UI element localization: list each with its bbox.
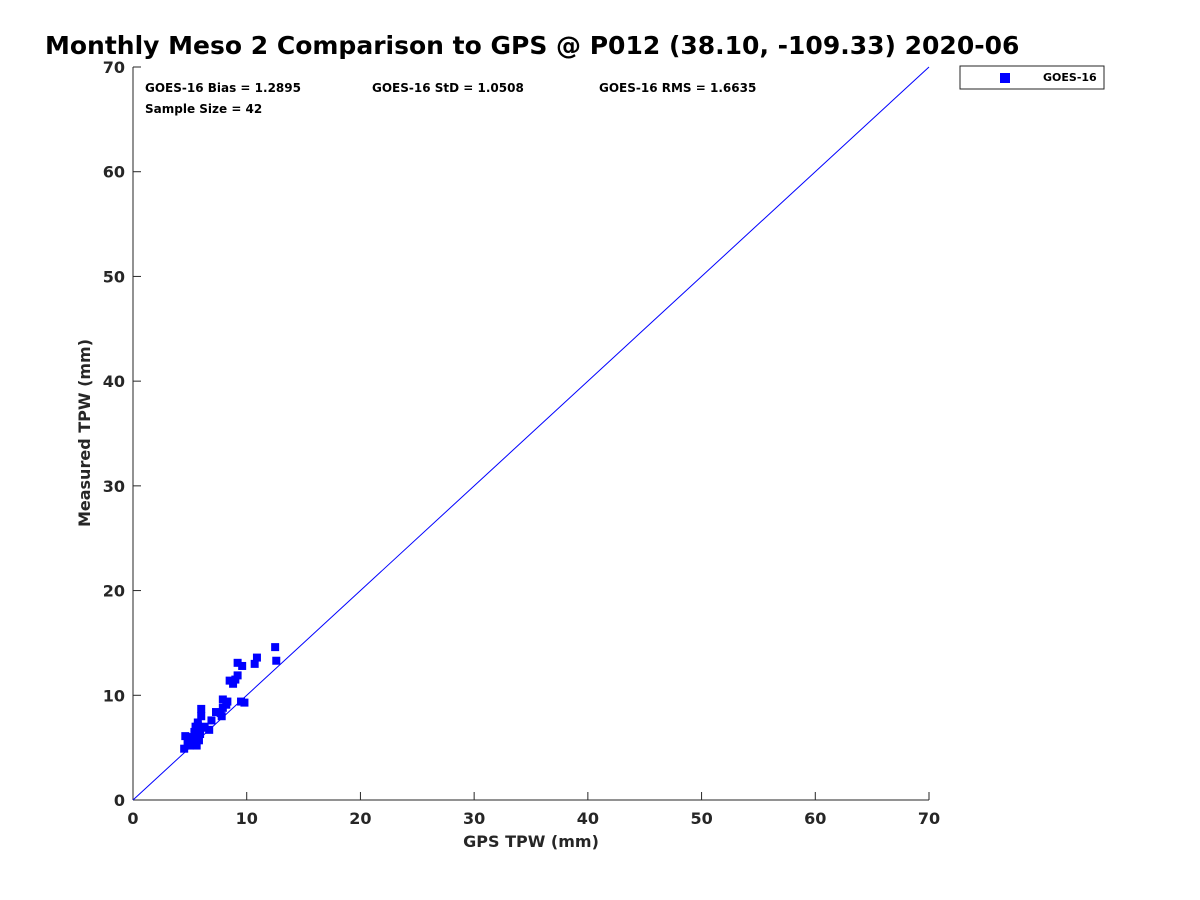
data-point — [194, 736, 203, 745]
data-point — [252, 653, 261, 662]
y-tick-label: 0 — [114, 791, 125, 810]
y-tick-label: 50 — [103, 267, 125, 286]
data-point — [190, 727, 199, 736]
data-point — [181, 732, 190, 741]
x-tick-label: 50 — [690, 809, 712, 828]
data-point — [197, 704, 206, 713]
data-point — [205, 725, 214, 734]
data-point — [180, 744, 189, 753]
sample-size-stat: Sample Size = 42 — [145, 102, 262, 116]
x-tick-label: 0 — [127, 809, 138, 828]
chart-title: Monthly Meso 2 Comparison to GPS @ P012 … — [45, 31, 1019, 60]
data-point — [240, 698, 249, 707]
data-point — [200, 722, 209, 731]
data-point — [218, 703, 227, 712]
bias-stat: GOES-16 Bias = 1.2895 — [145, 81, 301, 95]
data-point — [271, 643, 280, 652]
data-point — [207, 716, 216, 725]
data-point — [218, 695, 227, 704]
legend-label: GOES-16 — [1043, 71, 1097, 84]
data-point — [197, 712, 206, 721]
x-tick-label: 60 — [804, 809, 826, 828]
data-point — [192, 741, 201, 750]
legend: GOES-16 — [959, 65, 1105, 90]
legend-marker — [1000, 73, 1010, 83]
y-tick-label: 30 — [103, 477, 125, 496]
x-tick-label: 30 — [463, 809, 485, 828]
data-point — [272, 656, 281, 665]
y-tick-label: 70 — [103, 58, 125, 77]
reference-line-layer — [132, 66, 930, 801]
data-point — [223, 697, 232, 706]
data-point — [217, 712, 226, 721]
y-tick-label: 40 — [103, 372, 125, 391]
x-tick-label: 70 — [918, 809, 940, 828]
y-tick-label: 20 — [103, 582, 125, 601]
y-axis-label: Measured TPW (mm) — [75, 339, 94, 527]
y-tick-label: 10 — [103, 686, 125, 705]
data-point — [229, 679, 238, 688]
data-point — [191, 732, 200, 741]
data-point — [233, 658, 242, 667]
x-tick-label: 10 — [236, 809, 258, 828]
data-point — [238, 661, 247, 670]
data-point — [191, 722, 200, 731]
data-point — [193, 718, 202, 727]
data-point — [233, 671, 242, 680]
data-point — [250, 659, 259, 668]
std-stat: GOES-16 StD = 1.0508 — [372, 81, 524, 95]
rms-stat: GOES-16 RMS = 1.6635 — [599, 81, 756, 95]
one-to-one-line — [132, 66, 930, 801]
legend-box — [959, 65, 1105, 90]
x-tick-label: 20 — [349, 809, 371, 828]
y-tick-label: 60 — [103, 163, 125, 182]
data-point — [231, 675, 240, 684]
axes: 0 10 20 30 40 50 60 70 0 10 20 30 40 50 60 70 — [103, 58, 940, 828]
data-points — [180, 643, 281, 753]
x-tick-label: 40 — [577, 809, 599, 828]
x-axis-label: GPS TPW (mm) — [463, 832, 599, 851]
data-point — [196, 730, 205, 739]
data-point — [185, 733, 194, 742]
data-point — [212, 708, 221, 717]
